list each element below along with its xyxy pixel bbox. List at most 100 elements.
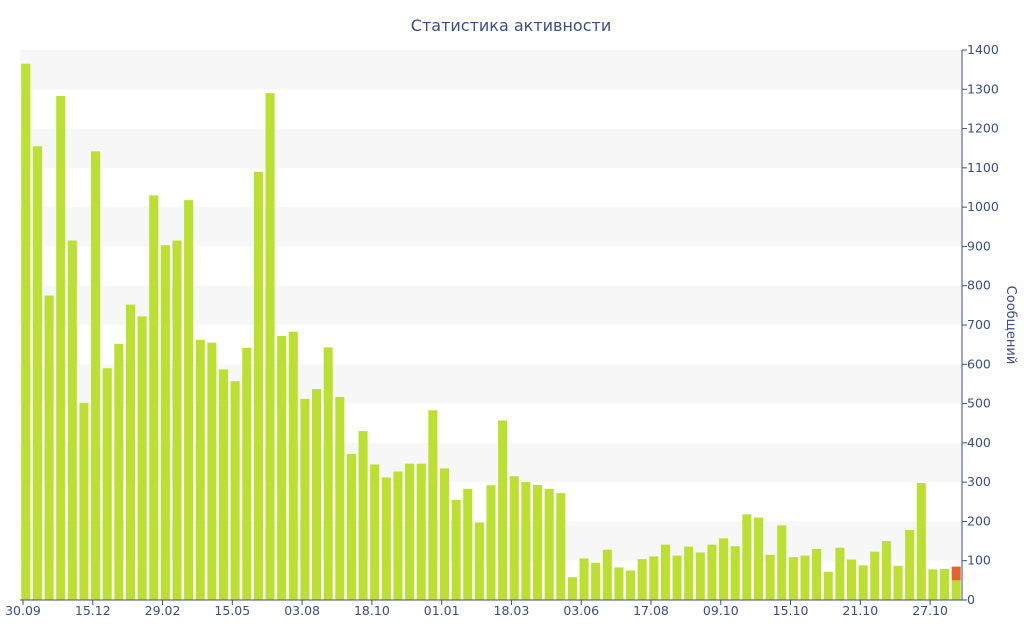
x-tick-label: 17.08 [633, 603, 669, 618]
grid-bands [20, 50, 962, 561]
bar [835, 547, 845, 600]
bar [172, 240, 182, 601]
bar [765, 554, 775, 600]
y-tick-label: 400 [967, 435, 991, 450]
bar [846, 559, 857, 600]
x-tick-label: 18.03 [494, 603, 530, 618]
bar [881, 541, 891, 600]
bar [195, 339, 205, 600]
bar [788, 557, 798, 600]
bar [21, 63, 31, 600]
bar [649, 556, 659, 600]
bar [346, 453, 356, 600]
bar [265, 93, 275, 600]
bar [242, 347, 252, 600]
bar [416, 463, 426, 600]
bar [823, 571, 833, 600]
y-tick-label: 100 [967, 553, 991, 568]
bar [905, 530, 915, 600]
bar [137, 316, 147, 600]
x-tick-label: 15.10 [773, 603, 809, 618]
bar [730, 546, 740, 600]
bar [463, 488, 473, 600]
x-tick-label: 09.10 [703, 603, 739, 618]
x-tick-label: 21.10 [842, 603, 878, 618]
bar [79, 402, 89, 600]
grid-band [20, 128, 962, 168]
bar [893, 565, 903, 600]
bar [800, 555, 810, 600]
x-tick-label: 29.02 [145, 603, 181, 618]
y-tick-label: 900 [967, 238, 991, 253]
bar [695, 552, 705, 600]
bar [742, 514, 752, 600]
bar [928, 569, 938, 600]
bar [323, 347, 333, 600]
bar [102, 368, 112, 600]
bar [230, 381, 240, 600]
axes: 0 100 200 300 400 500 600 700 800 900 1000 1100 1200… [5, 42, 999, 618]
y-tick-label: 300 [967, 474, 991, 489]
bar [44, 295, 54, 600]
bar [544, 488, 554, 600]
y-tick-label: 1400 [967, 42, 999, 57]
bar [753, 517, 764, 600]
y-tick-label: 800 [967, 278, 991, 293]
bar [184, 200, 194, 601]
bar [439, 468, 450, 600]
bar [660, 544, 670, 600]
bar [719, 538, 729, 600]
bar [474, 522, 484, 600]
bar [498, 420, 508, 600]
bar [91, 151, 101, 600]
y-tick-label: 1300 [967, 81, 999, 96]
bar [370, 464, 380, 600]
bar [32, 146, 42, 600]
x-tick-label: 15.05 [214, 603, 250, 618]
bar [125, 304, 136, 600]
chart-title: Статистика активности [411, 16, 611, 35]
bar [253, 171, 263, 601]
bar [300, 398, 310, 600]
bar [451, 499, 461, 600]
bar [812, 548, 822, 600]
y-tick-label: 1200 [967, 121, 999, 136]
y-tick-label: 700 [967, 317, 991, 332]
x-tick-label: 27.10 [912, 603, 948, 618]
bar [858, 565, 868, 600]
bar [567, 577, 577, 600]
bar [579, 558, 589, 600]
bar [602, 549, 612, 600]
bar [556, 493, 566, 600]
bar [381, 477, 391, 600]
bar [532, 484, 543, 600]
bar [509, 476, 519, 600]
y-tick-label: 1000 [967, 199, 999, 214]
grid-band [20, 50, 962, 90]
bar [684, 546, 694, 600]
bar [149, 195, 159, 600]
bar [405, 463, 415, 600]
y-tick-label: 500 [967, 396, 991, 411]
bar [277, 336, 287, 600]
x-tick-label: 30.09 [5, 603, 41, 618]
y-axis-label: Сообщений [1003, 286, 1018, 365]
bar [56, 95, 66, 600]
bar [312, 389, 322, 600]
bar [335, 396, 345, 600]
grid-band [20, 207, 962, 247]
bar [114, 343, 124, 600]
x-tick-label: 18.10 [354, 603, 390, 618]
bar [637, 559, 647, 600]
bar [591, 562, 601, 600]
bar [916, 482, 926, 600]
x-tick-label: 15.12 [75, 603, 111, 618]
bar [940, 568, 950, 600]
x-tick-label: 03.08 [284, 603, 320, 618]
bar-segment-highlight [951, 566, 961, 581]
bar [358, 431, 368, 600]
bar [428, 410, 438, 600]
bar [777, 525, 787, 600]
y-tick-label: 600 [967, 356, 991, 371]
